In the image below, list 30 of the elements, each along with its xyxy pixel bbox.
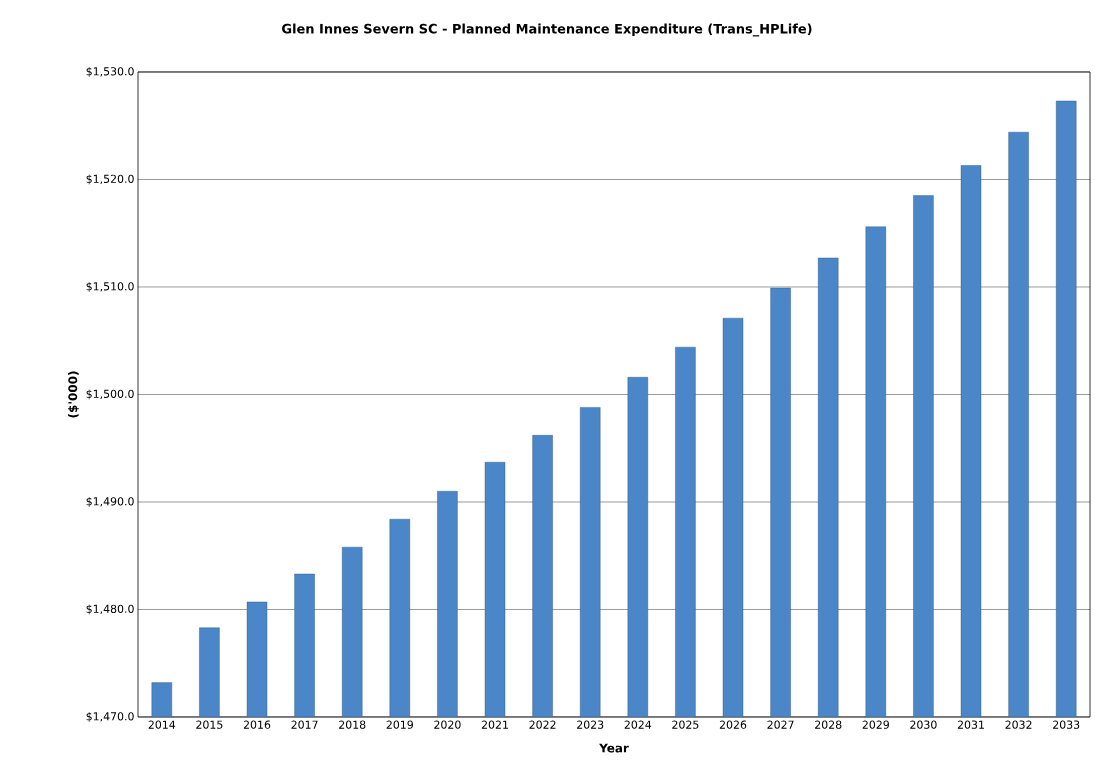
x-tick-label: 2032 xyxy=(1005,720,1032,729)
x-tick-label: 2022 xyxy=(529,720,556,729)
x-tick-label: 2015 xyxy=(196,720,223,729)
x-tick-label: 2023 xyxy=(577,720,604,729)
y-tick-label: $1,480.0 xyxy=(86,604,134,615)
y-tick-label: $1,490.0 xyxy=(86,497,134,507)
y-tick-label: $1,530.0 xyxy=(86,67,134,77)
x-tick-label: 2024 xyxy=(624,720,652,729)
x-tick-label: 2033 xyxy=(1053,720,1080,729)
x-tick-label: 2026 xyxy=(719,720,747,729)
x-tick-label: 2028 xyxy=(815,720,842,729)
x-tick-label: 2018 xyxy=(339,720,366,729)
y-tick-label: $1,470.0 xyxy=(86,712,134,722)
y-tick-label: $1,500.0 xyxy=(86,389,134,400)
x-tick-label: 2020 xyxy=(434,720,461,729)
x-tick-label: 2025 xyxy=(672,720,699,729)
x-tick-label: 2014 xyxy=(148,720,176,729)
x-tick-label: 2030 xyxy=(910,720,937,729)
x-tick-label: 2027 xyxy=(767,720,794,729)
y-tick-label: $1,510.0 xyxy=(86,282,134,292)
x-axis-title: Year xyxy=(599,743,629,753)
x-tick-label: 2019 xyxy=(386,720,413,729)
y-axis-title: ($'000) xyxy=(68,371,79,418)
y-tick-label: $1,520.0 xyxy=(86,174,134,185)
x-tick-label: 2031 xyxy=(957,720,984,729)
x-tick-label: 2029 xyxy=(862,720,889,729)
x-tick-label: 2016 xyxy=(243,720,271,729)
x-tick-label: 2017 xyxy=(291,720,318,729)
x-tick-label: 2021 xyxy=(481,720,508,729)
chart-title: Glen Innes Severn SC - Planned Maintenance Expenditure (Trans_HPLife) xyxy=(282,23,812,37)
